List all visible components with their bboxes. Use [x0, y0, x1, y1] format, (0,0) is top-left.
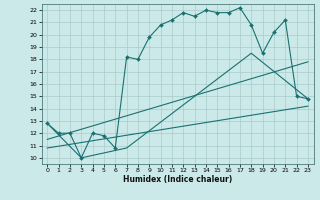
- X-axis label: Humidex (Indice chaleur): Humidex (Indice chaleur): [123, 175, 232, 184]
